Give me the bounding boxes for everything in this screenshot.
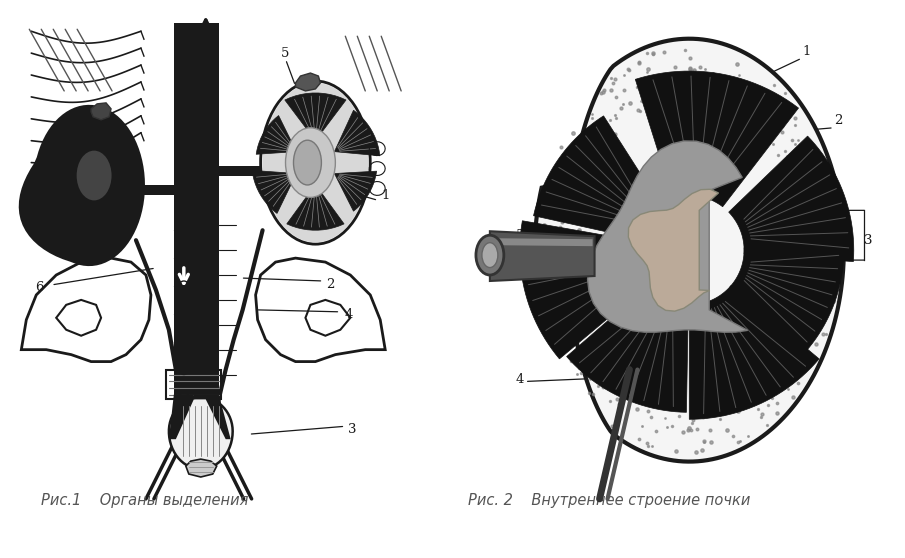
Polygon shape (535, 39, 843, 461)
Polygon shape (285, 93, 346, 141)
Polygon shape (335, 171, 376, 211)
Polygon shape (490, 231, 595, 281)
Polygon shape (587, 141, 748, 332)
Text: Рис. 2    Внутреннее строение почки: Рис. 2 Внутреннее строение почки (468, 493, 750, 508)
Polygon shape (628, 189, 719, 311)
Ellipse shape (293, 140, 321, 185)
Polygon shape (186, 459, 216, 477)
Polygon shape (136, 185, 174, 195)
Polygon shape (91, 103, 111, 120)
Polygon shape (20, 106, 144, 265)
Polygon shape (567, 286, 689, 412)
Ellipse shape (261, 81, 370, 244)
Polygon shape (492, 238, 593, 246)
Text: 4: 4 (516, 373, 524, 386)
Text: Рис.1    Органы выделения: Рис.1 Органы выделения (42, 493, 249, 508)
Text: 5: 5 (281, 47, 290, 60)
Polygon shape (287, 185, 344, 230)
Polygon shape (194, 395, 231, 439)
Polygon shape (729, 136, 853, 262)
Text: 6: 6 (35, 281, 43, 295)
Text: 1: 1 (803, 45, 811, 57)
Polygon shape (635, 71, 798, 206)
Polygon shape (169, 397, 233, 469)
Ellipse shape (262, 83, 368, 242)
Ellipse shape (77, 151, 111, 200)
Polygon shape (219, 166, 262, 176)
Polygon shape (252, 170, 297, 214)
Ellipse shape (476, 235, 504, 275)
Polygon shape (519, 221, 647, 359)
Text: 2: 2 (834, 114, 843, 127)
Polygon shape (534, 116, 660, 238)
Polygon shape (335, 110, 380, 156)
Polygon shape (256, 116, 297, 154)
Polygon shape (174, 23, 194, 449)
Polygon shape (296, 73, 320, 91)
Polygon shape (690, 285, 819, 419)
Text: 3: 3 (348, 423, 357, 436)
Polygon shape (194, 23, 219, 449)
Text: 1: 1 (381, 189, 389, 202)
Polygon shape (169, 395, 194, 439)
Text: 4: 4 (344, 309, 353, 321)
Ellipse shape (285, 128, 336, 198)
Text: 3: 3 (864, 234, 873, 247)
Text: 5: 5 (516, 229, 524, 242)
Polygon shape (729, 243, 843, 354)
Text: 2: 2 (326, 278, 335, 291)
Ellipse shape (481, 243, 498, 267)
